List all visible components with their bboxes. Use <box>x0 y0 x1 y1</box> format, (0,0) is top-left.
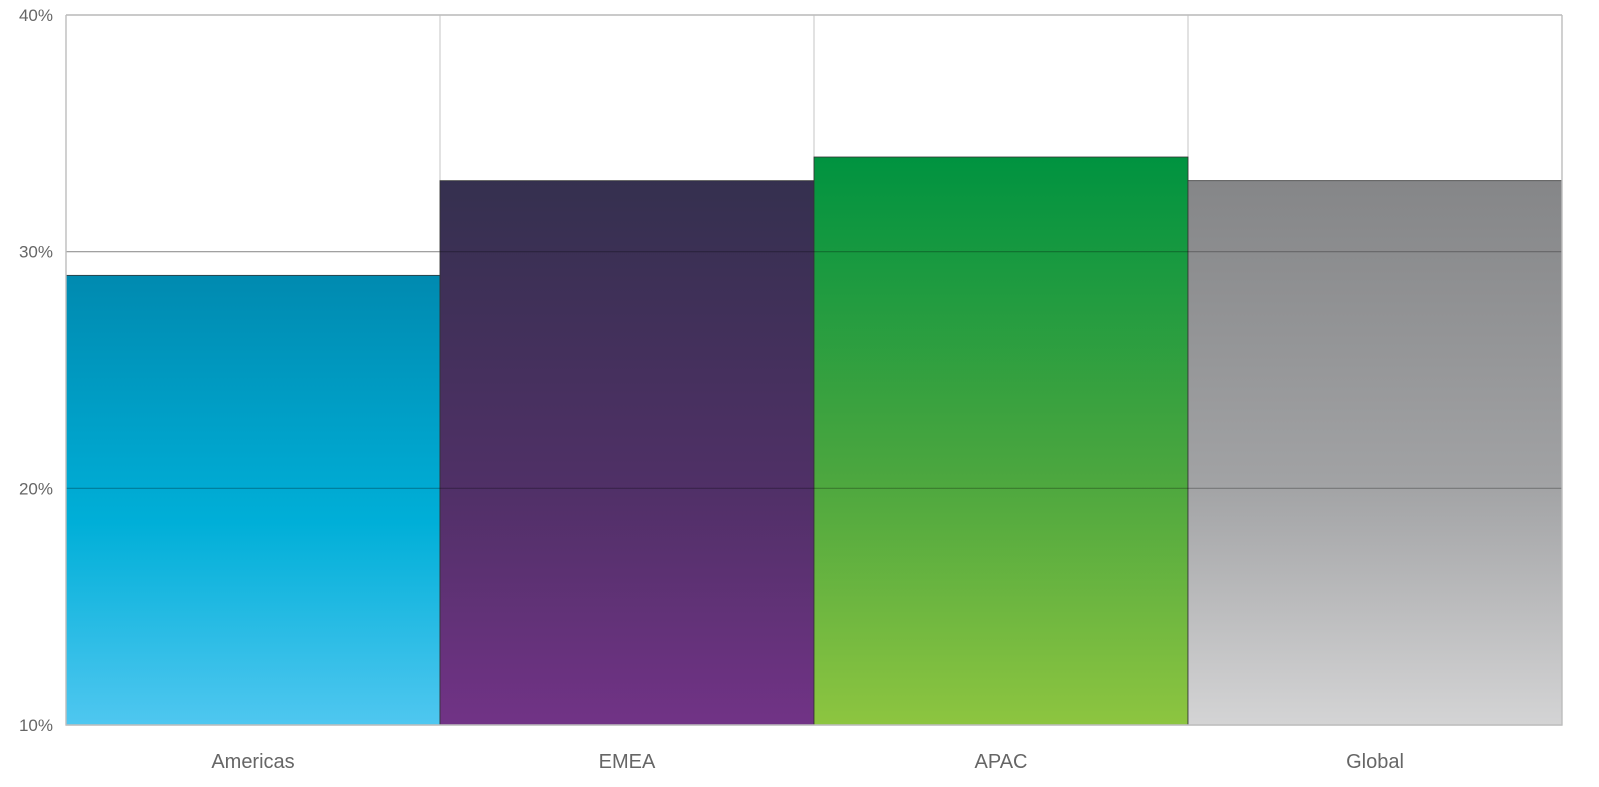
y-tick-label: 40% <box>19 6 53 25</box>
y-axis-tick-labels: 10% 20% 30% 40% <box>19 6 53 735</box>
x-category-label: EMEA <box>599 751 656 773</box>
bar-apac <box>813 156 1189 726</box>
y-tick-label: 10% <box>19 716 53 735</box>
x-axis-category-labels: Americas EMEA APAC Global <box>211 751 1404 773</box>
y-tick-label: 20% <box>19 479 53 498</box>
bar-emea <box>439 180 815 726</box>
bar-global <box>1187 180 1563 726</box>
x-category-label: Americas <box>211 751 294 773</box>
bars <box>65 156 1563 726</box>
overlay-gridlines <box>66 251 1562 489</box>
axes <box>65 14 1563 726</box>
bar-americas <box>65 274 441 726</box>
x-category-label: APAC <box>975 751 1028 773</box>
y-tick-label: 30% <box>19 243 53 262</box>
x-category-label: Global <box>1346 751 1404 773</box>
